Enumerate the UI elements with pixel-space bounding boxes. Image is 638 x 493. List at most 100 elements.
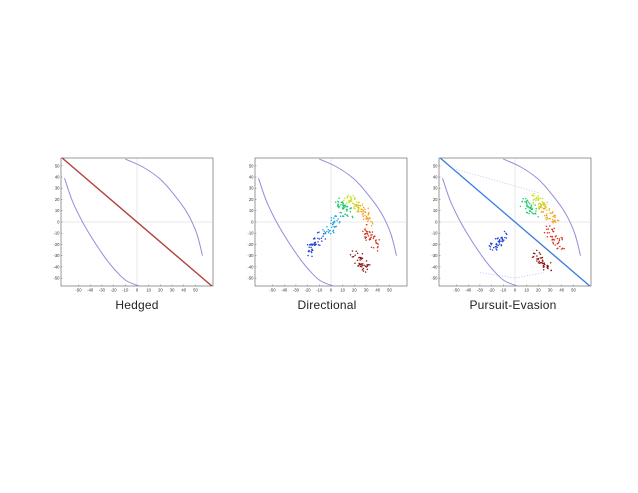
data-point bbox=[543, 262, 545, 265]
x-tick-label: -50 bbox=[270, 288, 277, 293]
hedged-caption: Hedged bbox=[115, 298, 159, 312]
data-point bbox=[560, 248, 563, 250]
y-tick-label: -40 bbox=[431, 264, 438, 269]
pursuit-evasion-plot: -50 -40 -30 -20 -10 0 10 20 30 40 50 -50 -40 -30 -20 -1… bbox=[431, 157, 592, 293]
data-point bbox=[548, 209, 550, 211]
data-point bbox=[363, 210, 365, 212]
data-point bbox=[353, 207, 355, 209]
data-point bbox=[356, 259, 359, 261]
data-point bbox=[362, 267, 365, 270]
data-point bbox=[366, 233, 369, 235]
y-tick-label: 40 bbox=[249, 174, 254, 179]
data-point bbox=[552, 243, 555, 245]
data-point bbox=[361, 214, 364, 216]
data-point bbox=[350, 200, 353, 202]
data-point bbox=[338, 197, 340, 199]
data-point bbox=[526, 211, 529, 214]
data-point bbox=[542, 264, 545, 267]
data-point bbox=[554, 220, 556, 222]
data-point bbox=[342, 206, 345, 208]
data-point bbox=[553, 227, 555, 230]
data-point bbox=[371, 233, 373, 236]
x-tick-label: -30 bbox=[477, 288, 484, 293]
data-point bbox=[539, 262, 541, 264]
data-point bbox=[365, 216, 368, 218]
data-point bbox=[340, 211, 343, 214]
data-point bbox=[546, 235, 549, 238]
data-point bbox=[362, 262, 364, 265]
x-tick-label: 20 bbox=[158, 288, 163, 293]
data-point bbox=[338, 205, 341, 208]
data-point bbox=[371, 231, 374, 233]
data-point bbox=[365, 266, 368, 268]
data-point bbox=[539, 202, 542, 205]
data-point bbox=[335, 215, 337, 218]
data-point bbox=[538, 251, 541, 254]
x-tick-label: -10 bbox=[500, 288, 507, 293]
data-point bbox=[534, 252, 536, 255]
data-point bbox=[367, 212, 370, 214]
data-point bbox=[372, 247, 375, 249]
data-point bbox=[551, 220, 553, 223]
data-point bbox=[556, 243, 559, 245]
data-point bbox=[370, 224, 373, 227]
y-tick-label: 0 bbox=[251, 219, 254, 224]
data-point bbox=[364, 233, 367, 235]
data-point bbox=[549, 225, 551, 227]
data-point bbox=[545, 218, 548, 221]
data-point bbox=[532, 201, 535, 204]
data-point bbox=[351, 256, 354, 258]
data-point bbox=[528, 202, 531, 205]
y-tick-label: 30 bbox=[249, 186, 254, 191]
data-point bbox=[354, 262, 356, 264]
data-point bbox=[347, 194, 349, 197]
data-point bbox=[496, 237, 499, 240]
data-point bbox=[521, 200, 523, 203]
x-tick-label: 50 bbox=[193, 288, 198, 293]
data-point bbox=[542, 269, 545, 271]
data-point bbox=[545, 203, 547, 206]
data-point bbox=[535, 199, 537, 202]
data-point bbox=[317, 241, 319, 243]
data-point bbox=[488, 245, 491, 247]
data-point bbox=[330, 222, 332, 225]
data-point bbox=[367, 235, 370, 237]
boundary-curve bbox=[442, 178, 518, 287]
data-point bbox=[357, 204, 359, 207]
data-point bbox=[339, 220, 341, 223]
data-point bbox=[551, 212, 554, 214]
data-point bbox=[497, 244, 500, 247]
x-tick-label: 40 bbox=[375, 288, 380, 293]
data-point bbox=[357, 206, 360, 208]
data-point bbox=[490, 243, 493, 246]
data-point bbox=[533, 192, 535, 195]
data-point bbox=[370, 236, 372, 238]
data-point bbox=[502, 240, 504, 243]
data-point bbox=[332, 231, 335, 234]
data-point bbox=[537, 195, 539, 197]
data-point bbox=[361, 252, 364, 255]
boundary-curve bbox=[503, 158, 581, 256]
data-point bbox=[344, 204, 347, 206]
data-point bbox=[546, 216, 548, 218]
x-tick-label: 10 bbox=[524, 288, 529, 293]
data-point bbox=[368, 230, 371, 233]
data-point bbox=[360, 256, 362, 259]
y-tick-label: 20 bbox=[55, 197, 60, 202]
data-point bbox=[367, 207, 370, 209]
data-point bbox=[352, 195, 354, 197]
series-line bbox=[61, 157, 213, 287]
data-point bbox=[349, 201, 351, 203]
data-point bbox=[545, 228, 548, 230]
data-point bbox=[498, 238, 501, 241]
data-point bbox=[377, 245, 379, 248]
data-point bbox=[341, 207, 344, 209]
data-point bbox=[322, 228, 324, 231]
data-point bbox=[367, 263, 370, 266]
data-point bbox=[552, 241, 554, 244]
data-point bbox=[355, 205, 358, 208]
data-point bbox=[360, 258, 363, 260]
data-point bbox=[316, 232, 319, 234]
data-point bbox=[544, 205, 546, 208]
data-point bbox=[557, 242, 560, 244]
